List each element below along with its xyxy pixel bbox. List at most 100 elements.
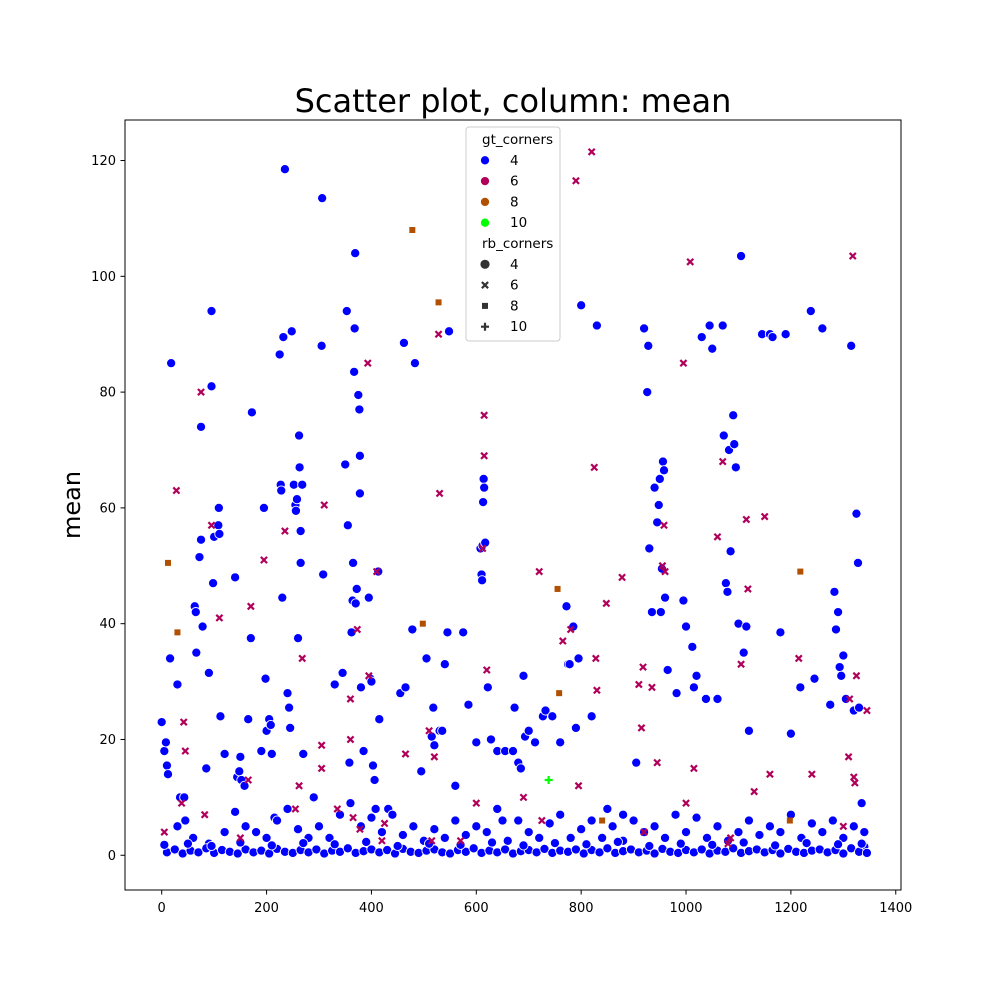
data-point: [754, 829, 765, 841]
data-point: [713, 532, 722, 541]
data-point: [482, 682, 493, 693]
data-point: [535, 567, 544, 576]
data-point: [618, 809, 629, 820]
data-point: [203, 667, 214, 678]
data-point: [353, 389, 364, 401]
data-point: [329, 839, 340, 850]
data-point: [817, 323, 828, 334]
data-point: [266, 840, 277, 851]
data-point: [827, 815, 838, 826]
data-point: [251, 827, 262, 838]
data-point: [639, 323, 650, 334]
data-point: [801, 838, 812, 849]
data-point: [497, 815, 508, 826]
data-point: [618, 573, 626, 582]
data-point: [407, 624, 418, 635]
data-point: [833, 607, 844, 618]
data-point: [744, 585, 752, 593]
data-point: [544, 818, 555, 829]
data-point: [272, 815, 283, 826]
data-point: [529, 737, 541, 748]
data-point: [159, 746, 170, 757]
data-point: [468, 843, 479, 854]
data-point: [215, 614, 224, 622]
data-point: [370, 803, 381, 814]
data-point: [392, 840, 403, 852]
data-point: [350, 598, 361, 609]
data-point: [235, 751, 246, 762]
data-point: [162, 769, 174, 780]
data-point: [856, 798, 867, 809]
legend-title-hue: gt_corners: [482, 132, 553, 148]
data-point: [363, 359, 372, 368]
data-point: [356, 825, 364, 834]
data-point: [648, 683, 656, 692]
data-point: [182, 838, 193, 849]
data-point: [653, 758, 662, 767]
data-point: [807, 770, 816, 779]
data-point: [586, 711, 597, 722]
data-point: [643, 340, 654, 351]
data-point: [354, 450, 365, 461]
data-point: [780, 329, 791, 340]
data-point: [195, 534, 207, 545]
data-point: [295, 557, 306, 568]
data-point: [861, 847, 872, 858]
data-point: [346, 735, 355, 744]
data-point: [518, 670, 529, 681]
data-point: [834, 662, 845, 673]
data-point: [169, 844, 180, 855]
data-point: [509, 702, 520, 713]
x-tick-label: 600: [464, 901, 489, 916]
data-point: [737, 660, 745, 669]
data-point: [775, 848, 786, 859]
data-point: [523, 725, 534, 736]
data-point: [265, 719, 276, 731]
data-point: [679, 359, 688, 368]
data-point: [260, 673, 271, 684]
data-point: [156, 717, 167, 728]
legend-label: 4: [510, 153, 519, 169]
data-point: [213, 502, 224, 513]
data-point: [644, 840, 655, 852]
data-point: [590, 463, 599, 472]
data-point: [479, 482, 490, 493]
data-point: [742, 515, 751, 524]
y-tick-label: 100: [91, 270, 116, 285]
data-point: [836, 670, 847, 681]
data-point: [602, 599, 611, 608]
data-point: [172, 821, 183, 832]
data-point: [825, 699, 836, 710]
data-point: [696, 332, 707, 343]
data-point: [244, 776, 253, 784]
data-point: [691, 670, 702, 681]
data-point: [653, 499, 664, 511]
data-point: [442, 627, 453, 638]
data-point: [421, 653, 432, 664]
data-point: [317, 741, 326, 750]
data-point: [340, 459, 351, 470]
data-point: [678, 595, 689, 606]
data-point: [409, 227, 416, 233]
data-point: [649, 482, 660, 493]
data-point: [194, 552, 205, 563]
plot-frame: [124, 119, 902, 891]
data-point: [485, 734, 497, 745]
data-point: [671, 688, 682, 699]
data-point: [848, 821, 859, 832]
data-point: [463, 699, 474, 710]
data-point: [863, 706, 871, 715]
data-point: [164, 559, 171, 566]
data-point: [561, 601, 572, 612]
data-point: [587, 147, 596, 156]
data-point: [729, 439, 740, 450]
data-point: [180, 815, 191, 826]
data-point: [439, 659, 450, 670]
data-point: [741, 621, 752, 632]
data-point: [408, 821, 419, 832]
data-point: [427, 836, 436, 845]
data-point: [346, 695, 355, 703]
data-point: [219, 748, 230, 759]
data-point: [398, 337, 409, 348]
data-point: [574, 781, 583, 790]
